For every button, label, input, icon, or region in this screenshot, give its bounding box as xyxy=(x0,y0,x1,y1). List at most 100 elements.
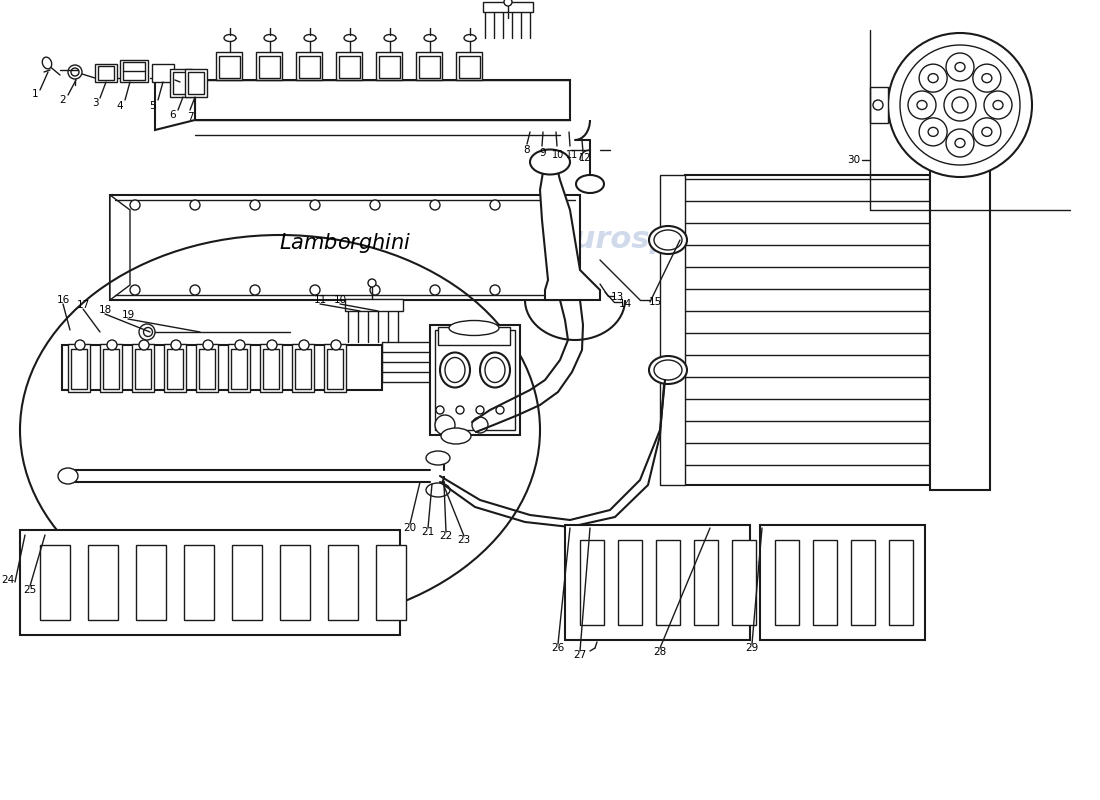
Text: 19: 19 xyxy=(121,310,134,320)
Bar xyxy=(324,344,346,392)
Text: 7: 7 xyxy=(187,112,194,122)
Circle shape xyxy=(107,340,117,350)
Ellipse shape xyxy=(946,321,974,339)
Bar xyxy=(618,540,642,625)
Bar xyxy=(430,325,520,435)
Text: 21: 21 xyxy=(421,527,434,537)
Text: 14: 14 xyxy=(618,299,631,309)
Bar xyxy=(173,72,189,94)
Circle shape xyxy=(190,200,200,210)
Bar xyxy=(260,344,282,392)
Ellipse shape xyxy=(42,57,52,69)
Bar xyxy=(732,540,756,625)
Circle shape xyxy=(170,340,182,350)
Bar xyxy=(483,2,534,12)
Bar xyxy=(170,69,192,97)
Polygon shape xyxy=(195,80,570,120)
Ellipse shape xyxy=(143,327,153,337)
Ellipse shape xyxy=(384,34,396,42)
Bar xyxy=(219,56,240,78)
Ellipse shape xyxy=(928,127,938,136)
Text: eurospares: eurospares xyxy=(653,555,846,585)
Circle shape xyxy=(490,200,500,210)
Text: 6: 6 xyxy=(169,110,176,120)
Circle shape xyxy=(946,129,974,157)
Ellipse shape xyxy=(304,34,316,42)
Bar xyxy=(851,540,874,625)
Bar xyxy=(167,349,183,389)
Circle shape xyxy=(310,200,320,210)
Circle shape xyxy=(920,118,947,146)
Circle shape xyxy=(972,64,1001,92)
Circle shape xyxy=(368,279,376,287)
Bar xyxy=(328,545,358,620)
Circle shape xyxy=(920,64,947,92)
Circle shape xyxy=(972,118,1001,146)
Bar xyxy=(132,344,154,392)
Bar xyxy=(72,349,87,389)
Circle shape xyxy=(550,200,560,210)
Circle shape xyxy=(190,285,200,295)
Bar xyxy=(379,56,400,78)
Bar xyxy=(295,349,311,389)
Text: 4: 4 xyxy=(117,101,123,111)
Ellipse shape xyxy=(955,62,965,71)
Ellipse shape xyxy=(939,373,981,397)
Ellipse shape xyxy=(933,424,988,456)
Ellipse shape xyxy=(982,127,992,136)
Circle shape xyxy=(310,285,320,295)
Bar xyxy=(416,52,442,80)
Ellipse shape xyxy=(649,356,688,384)
Ellipse shape xyxy=(939,263,981,287)
Circle shape xyxy=(130,200,140,210)
Bar xyxy=(95,64,117,82)
Text: 27: 27 xyxy=(573,650,586,660)
Ellipse shape xyxy=(264,34,276,42)
Bar xyxy=(376,545,406,620)
Bar xyxy=(434,330,515,430)
Ellipse shape xyxy=(982,74,992,82)
Bar xyxy=(327,349,343,389)
Circle shape xyxy=(250,200,260,210)
Bar xyxy=(216,52,242,80)
Circle shape xyxy=(139,340,148,350)
Circle shape xyxy=(476,406,484,414)
Circle shape xyxy=(436,406,444,414)
Ellipse shape xyxy=(464,34,476,42)
Bar xyxy=(98,66,114,80)
Circle shape xyxy=(130,285,140,295)
Circle shape xyxy=(984,91,1012,119)
Polygon shape xyxy=(540,160,600,300)
Polygon shape xyxy=(685,175,929,485)
Bar xyxy=(760,525,925,640)
Ellipse shape xyxy=(946,376,974,394)
Bar xyxy=(889,540,913,625)
Bar xyxy=(20,530,400,635)
Bar xyxy=(580,540,604,625)
Ellipse shape xyxy=(426,451,450,465)
Circle shape xyxy=(250,285,260,295)
Circle shape xyxy=(456,406,464,414)
Bar xyxy=(184,545,214,620)
Text: 25: 25 xyxy=(23,585,36,595)
Bar xyxy=(196,344,218,392)
Circle shape xyxy=(490,285,500,295)
Bar xyxy=(565,525,750,640)
Bar xyxy=(336,52,362,80)
Text: 28: 28 xyxy=(653,647,667,657)
Ellipse shape xyxy=(928,74,938,82)
Text: 24: 24 xyxy=(2,575,15,585)
Bar xyxy=(62,345,382,390)
Ellipse shape xyxy=(649,226,688,254)
Bar xyxy=(136,545,166,620)
Bar xyxy=(258,56,280,78)
Text: 10: 10 xyxy=(552,150,564,160)
Circle shape xyxy=(952,97,968,113)
Ellipse shape xyxy=(530,150,570,174)
Bar xyxy=(438,327,510,345)
Text: 23: 23 xyxy=(458,535,471,545)
Ellipse shape xyxy=(485,358,505,382)
Bar xyxy=(263,349,279,389)
Bar xyxy=(123,62,145,80)
Text: eurospares: eurospares xyxy=(123,215,317,245)
